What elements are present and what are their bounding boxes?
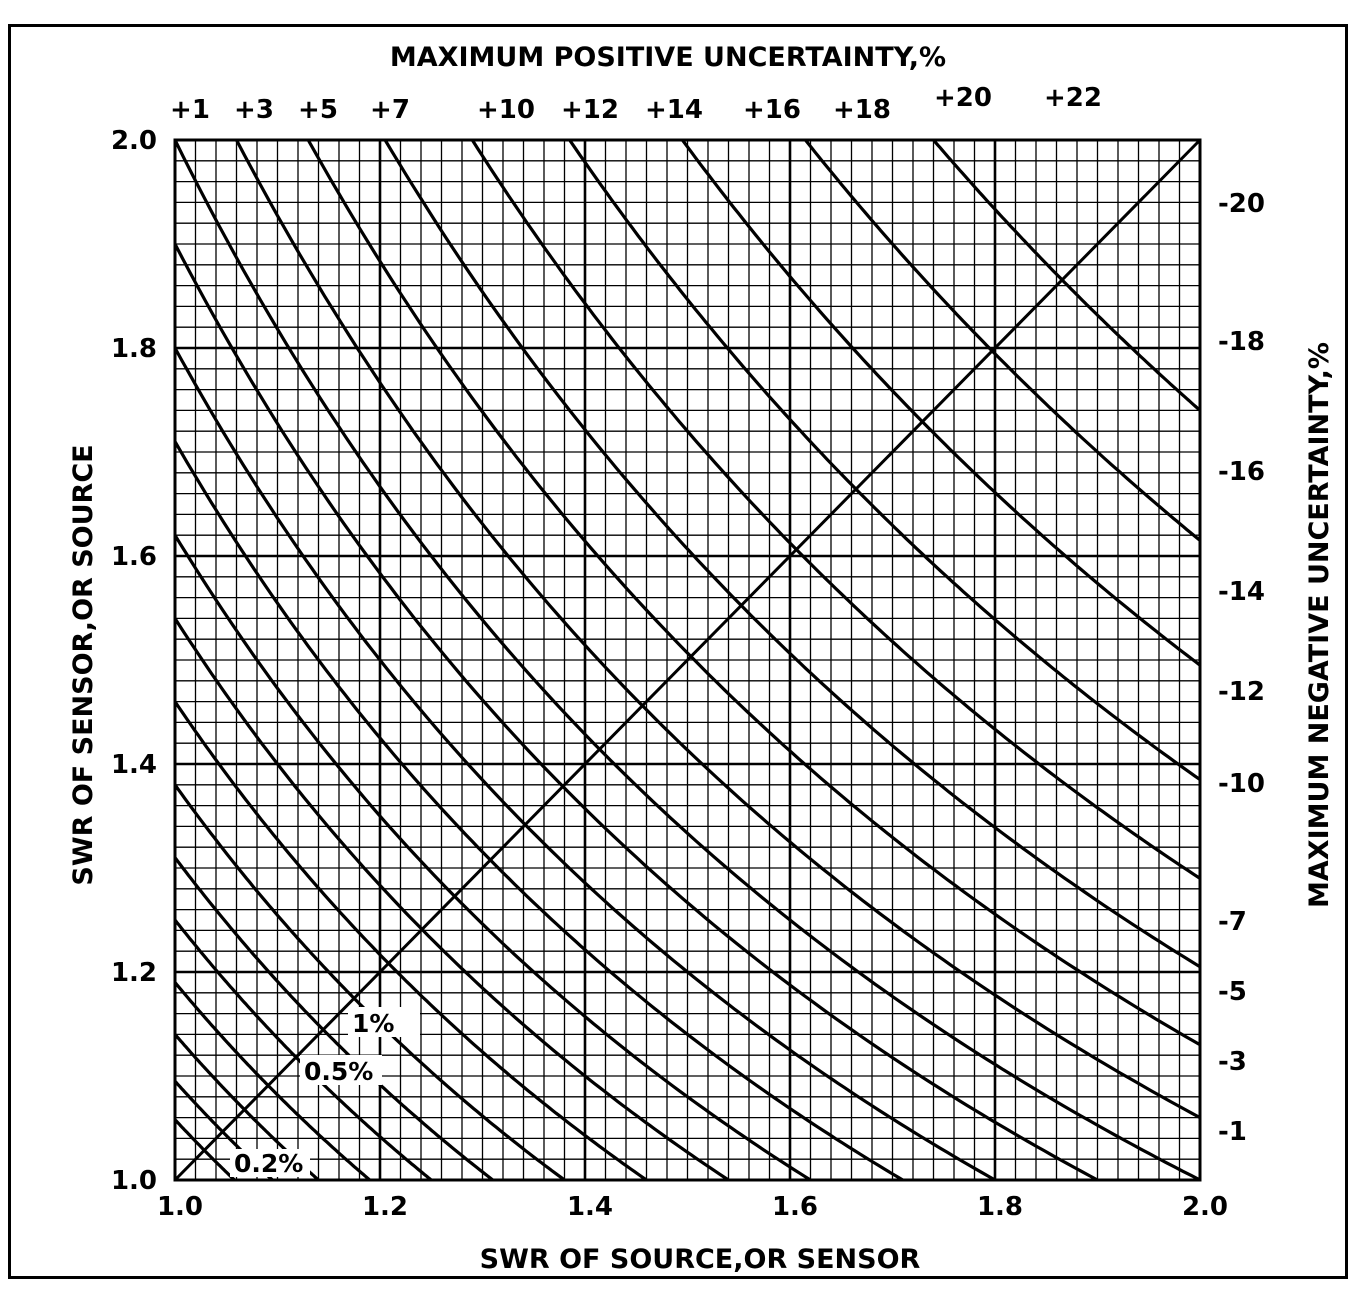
uncertainty-curves <box>173 138 1202 1182</box>
uncertainty-curve <box>173 440 904 1182</box>
annotations: 1% 0.5% 0.2% <box>230 1007 420 1178</box>
right-tick-label: -5 <box>1218 977 1247 1007</box>
x-tick-label: 1.8 <box>977 1192 1023 1222</box>
annotation-label: 0.2% <box>234 1149 303 1178</box>
y-axis-label: SWR OF SENSOR,OR SOURCE <box>68 444 99 885</box>
uncertainty-curve <box>173 534 812 1182</box>
right-tick-label: -18 <box>1218 327 1265 357</box>
chart-frame <box>8 24 1348 1279</box>
x-tick-label: 2.0 <box>1182 1192 1228 1222</box>
top-tick-label: +3 <box>234 95 274 125</box>
x-tick-label: 1.6 <box>772 1192 818 1222</box>
plot-border-rect <box>173 138 1202 1182</box>
uncertainty-curve <box>173 139 1201 1182</box>
y-tick-label: 1.6 <box>111 542 157 572</box>
uncertainty-curve <box>235 139 1201 1120</box>
right-tick-label: -12 <box>1218 677 1265 707</box>
top-tick-label: +20 <box>934 83 992 113</box>
uncertainty-curve <box>804 138 1202 542</box>
uncertainty-curve <box>383 139 1201 969</box>
top-tick-label: +5 <box>298 95 338 125</box>
right-tick-label: -7 <box>1218 907 1247 937</box>
x-tick-label: 1.0 <box>157 1192 203 1222</box>
annotation-bg <box>230 1149 310 1177</box>
x-tick-label: 1.4 <box>567 1192 613 1222</box>
diagonal-uncertainty-line <box>173 138 1202 1182</box>
uncertainty-curve <box>173 981 371 1182</box>
plot-border <box>173 138 1202 1182</box>
uncertainty-curve <box>173 347 996 1182</box>
annotation-bg <box>300 1055 382 1085</box>
top-tick-label: +14 <box>645 95 703 125</box>
right-tick-label: -1 <box>1218 1117 1247 1147</box>
chart-title: MAXIMUM POSITIVE UNCERTAINTY,% <box>390 42 946 73</box>
diagonal-line <box>173 138 1202 1182</box>
x-axis-label: SWR OF SOURCE,OR SENSOR <box>480 1244 921 1275</box>
tick-labels: 1.0 1.2 1.4 1.6 1.8 2.0 1.0 1.2 1.4 1.6 1.8 2.0 +1 +3… <box>111 83 1265 1222</box>
right-tick-label: -20 <box>1218 189 1265 219</box>
top-tick-label: +22 <box>1044 83 1102 113</box>
y2-axis-label: MAXIMUM NEGATIVE UNCERTAINTY,% <box>1304 342 1335 908</box>
y-tick-label: 2.0 <box>111 126 157 156</box>
uncertainty-curve <box>681 139 1201 667</box>
annotation-label: 1% <box>352 1009 394 1038</box>
uncertainty-curve <box>568 139 1201 781</box>
y-tick-label: 1.0 <box>111 1166 157 1196</box>
x-tick-label: 1.2 <box>362 1192 408 1222</box>
top-tick-label: +18 <box>833 95 891 125</box>
y-tick-label: 1.8 <box>111 334 157 364</box>
uncertainty-curve <box>173 856 494 1182</box>
annotation-label: 0.5% <box>304 1057 373 1086</box>
uncertainty-curve <box>932 138 1202 412</box>
uncertainty-curve <box>470 139 1201 880</box>
annotation-bg <box>348 1007 420 1037</box>
top-tick-label: +7 <box>370 95 410 125</box>
uncertainty-curve <box>173 617 730 1182</box>
uncertainty-curve <box>173 700 648 1182</box>
right-tick-label: -10 <box>1218 769 1265 799</box>
y-tick-label: 1.4 <box>111 750 157 780</box>
y-tick-label: 1.2 <box>111 958 157 988</box>
top-tick-label: +1 <box>170 95 210 125</box>
top-tick-label: +16 <box>743 95 801 125</box>
right-tick-label: -14 <box>1218 577 1265 607</box>
uncertainty-curve <box>306 139 1201 1047</box>
right-tick-label: -16 <box>1218 457 1265 487</box>
top-tick-label: +12 <box>561 95 619 125</box>
uncertainty-curve <box>173 243 1099 1182</box>
right-tick-label: -3 <box>1218 1047 1247 1077</box>
top-tick-label: +10 <box>477 95 535 125</box>
